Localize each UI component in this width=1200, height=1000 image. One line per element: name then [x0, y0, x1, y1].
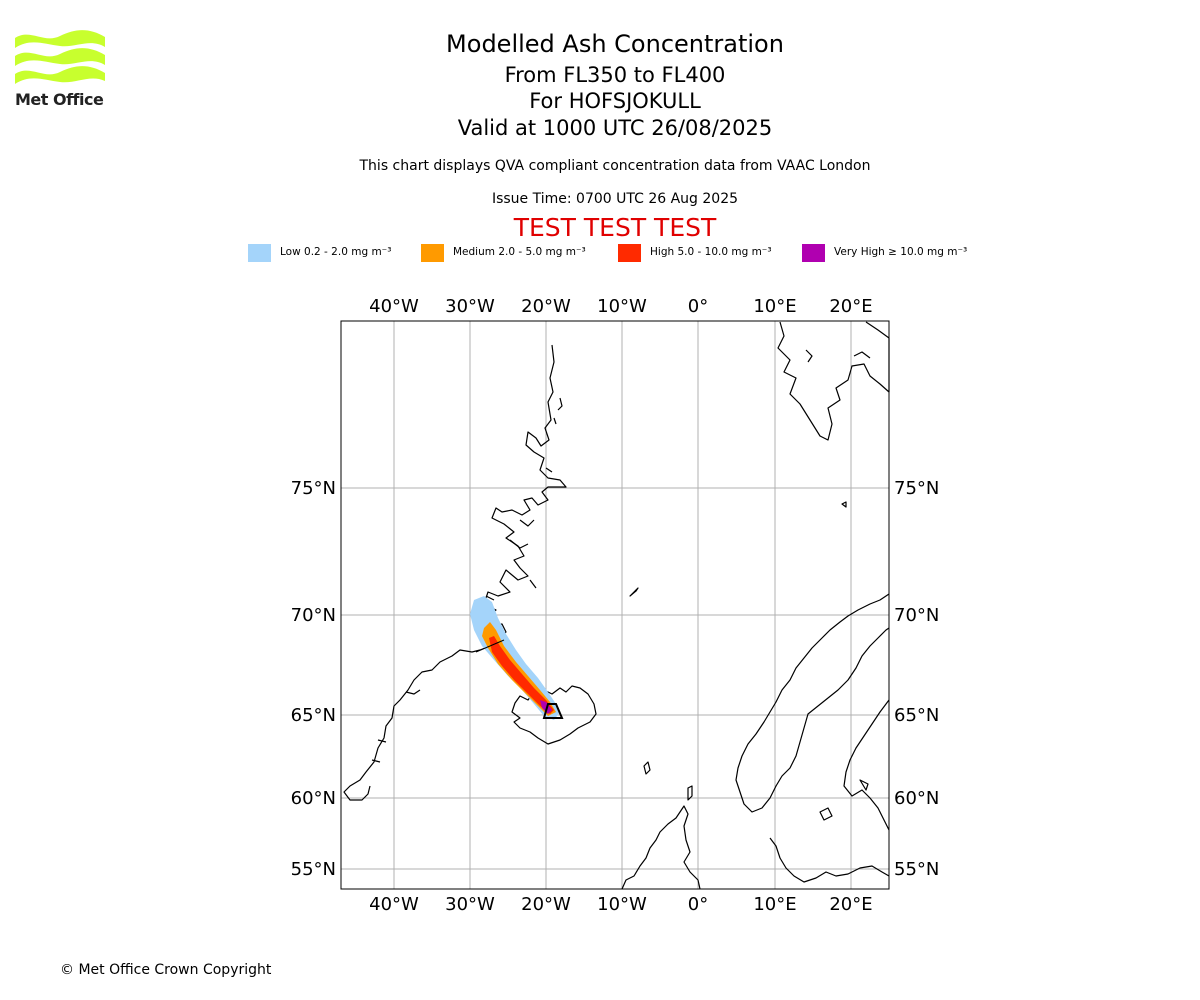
graticule	[341, 321, 889, 889]
lon-tick-top-40w: 40°W	[369, 296, 419, 317]
lon-tick-top-0: 0°	[688, 296, 708, 317]
volcano-name: For HOFSJOKULL	[529, 89, 701, 113]
test-banner: TEST TEST TEST	[513, 213, 717, 242]
baltic-islands	[819, 779, 869, 821]
lon-tick-bottom-20e: 20°E	[829, 894, 872, 915]
lat-tick-right-55n: 55°N	[894, 859, 939, 880]
lon-tick-bottom-10e: 10°E	[753, 894, 796, 915]
met-office-wave-icon	[15, 30, 105, 84]
legend-swatch-medium	[421, 244, 444, 262]
lon-tick-bottom-40w: 40°W	[369, 894, 419, 915]
lon-tick-top-20w: 20°W	[521, 296, 571, 317]
sweden-finland-coast	[843, 699, 890, 831]
map-background	[341, 321, 889, 889]
legend-label-high: High 5.0 - 10.0 mg m⁻³	[650, 246, 772, 258]
ash-high-concentration	[489, 636, 554, 714]
lat-tick-right-65n: 65°N	[894, 705, 939, 726]
lat-tick-right-75n: 75°N	[894, 478, 939, 499]
lon-tick-top-30w: 30°W	[445, 296, 495, 317]
volcano-marker	[542, 703, 564, 719]
ash-very-high-concentration	[540, 700, 552, 714]
scotland-coast	[621, 805, 701, 890]
lat-tick-right-70n: 70°N	[894, 605, 939, 626]
shetland-coast	[687, 785, 693, 801]
met-office-logo: Met Office	[14, 30, 106, 112]
coastlines	[343, 321, 890, 890]
greenland-coast	[343, 344, 567, 801]
lat-tick-left-60n: 60°N	[291, 788, 336, 809]
issue-time: Issue Time: 0700 UTC 26 Aug 2025	[491, 191, 739, 207]
lat-tick-left-75n: 75°N	[291, 478, 336, 499]
lat-tick-left-65n: 65°N	[291, 705, 336, 726]
legend-label-very-high: Very High ≥ 10.0 mg m⁻³	[834, 246, 968, 258]
legend-label-medium: Medium 2.0 - 5.0 mg m⁻³	[453, 246, 586, 258]
lon-tick-bottom-0: 0°	[688, 894, 708, 915]
svalbard-islands	[805, 349, 871, 508]
lat-tick-left-55n: 55°N	[291, 859, 336, 880]
jan-mayen-coast	[629, 587, 639, 597]
logo-text: Met Office	[15, 90, 104, 109]
copyright-notice: © Met Office Crown Copyright	[60, 962, 272, 978]
denmark-baltic-coast	[769, 837, 890, 883]
lon-tick-bottom-30w: 30°W	[445, 894, 495, 915]
lon-tick-bottom-10w: 10°W	[597, 894, 647, 915]
map-frame	[340, 320, 890, 890]
legend-label-low: Low 0.2 - 2.0 mg m⁻³	[280, 246, 392, 258]
lon-tick-top-20e: 20°E	[829, 296, 872, 317]
chart-title: Modelled Ash Concentration	[446, 30, 784, 58]
lon-tick-top-10w: 10°W	[597, 296, 647, 317]
lon-tick-top-10e: 10°E	[753, 296, 796, 317]
flight-level-range: From FL350 to FL400	[504, 63, 726, 87]
ash-plume	[470, 596, 564, 720]
greenland-fjords	[371, 397, 563, 763]
coast-edge-line	[475, 639, 505, 653]
valid-time: Valid at 1000 UTC 26/08/2025	[457, 116, 773, 140]
lat-tick-left-70n: 70°N	[291, 605, 336, 626]
chart-description: This chart displays QVA compliant concen…	[359, 158, 871, 174]
faroe-islands-coast	[643, 761, 651, 775]
legend-swatch-high	[618, 244, 641, 262]
legend-swatch-low	[248, 244, 271, 262]
lon-tick-bottom-20w: 20°W	[521, 894, 571, 915]
legend-swatch-very-high	[802, 244, 825, 262]
scandinavia-coast	[735, 593, 890, 813]
svalbard-coast	[777, 321, 890, 441]
lat-tick-right-60n: 60°N	[894, 788, 939, 809]
